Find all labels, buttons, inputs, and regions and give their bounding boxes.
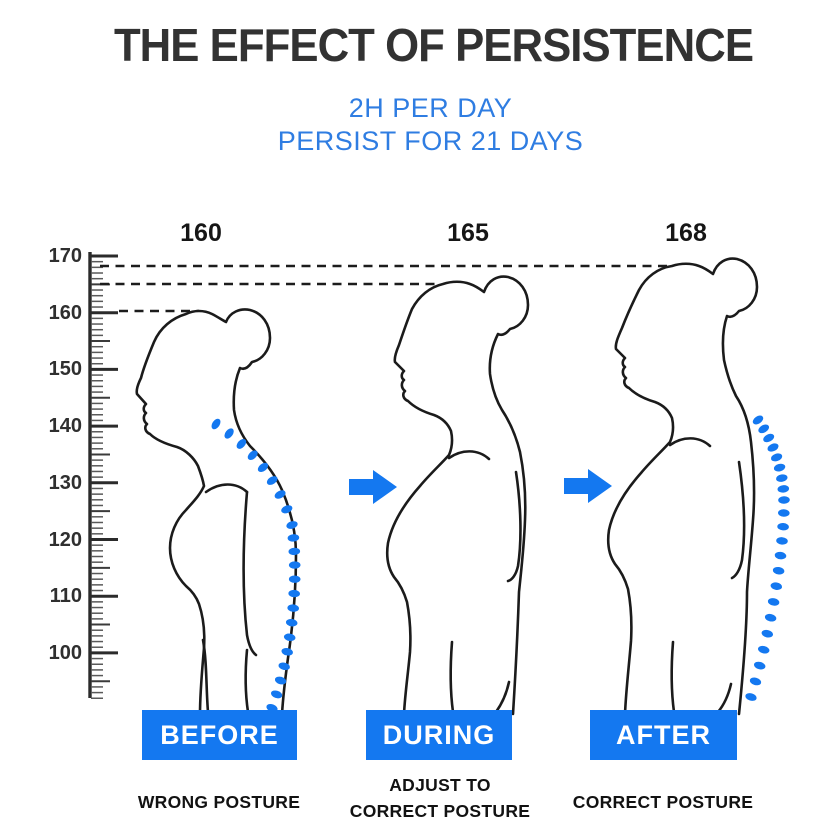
spine-dot (772, 566, 785, 575)
leg-line (449, 640, 455, 714)
arrow-right-icon (349, 470, 397, 504)
spine-dot (778, 496, 790, 504)
spine-dot (757, 645, 770, 654)
spine-dot (270, 690, 283, 699)
ruler-label-140: 140 (48, 415, 82, 438)
leg-line (244, 648, 250, 714)
ruler-label-100: 100 (48, 641, 82, 664)
spine-dot (211, 418, 221, 430)
arm-line (506, 470, 522, 583)
spine-dot (767, 443, 779, 452)
spine-dot (745, 693, 757, 701)
spine-dot (774, 551, 787, 560)
spine-dot (752, 415, 764, 425)
caption-after: CORRECT POSTURE (572, 792, 754, 812)
ruler-label-170: 170 (48, 245, 82, 267)
caption-before: WRONG POSTURE (137, 792, 301, 812)
ruler-label-120: 120 (48, 528, 82, 551)
shoulder-line (204, 483, 249, 494)
spine-dot (287, 534, 300, 542)
spine-dot (286, 521, 298, 529)
figure-during (385, 275, 530, 716)
spine-dot (776, 537, 788, 545)
spine-dot (770, 582, 783, 590)
spine-dot (274, 490, 286, 499)
spine-dot (288, 547, 301, 556)
ruler-ticks (91, 254, 118, 700)
spine-dot (777, 522, 789, 531)
spine-dot (257, 462, 269, 472)
leg-line (670, 640, 676, 714)
ruler-label-160: 160 (48, 301, 82, 324)
figure-during-outline (385, 275, 530, 716)
spine-dot (754, 661, 766, 670)
spine-dot (288, 561, 301, 569)
spine-dot (278, 662, 290, 671)
stage-badge-before: BEFORE (142, 710, 297, 760)
spine-dot (236, 438, 247, 449)
spine-dots-after (745, 415, 790, 701)
shoulder-line (447, 450, 491, 461)
spine-dot (266, 476, 278, 485)
figure-before-outline (135, 308, 298, 716)
subtitle: 2H PER DAY PERSIST FOR 21 DAYS (11, 92, 839, 158)
subtitle-line-1: 2H PER DAY (348, 93, 513, 123)
ruler-label-130: 130 (48, 471, 82, 494)
arm-line (242, 490, 258, 657)
spine-dot (281, 505, 293, 514)
arm-line (730, 460, 746, 580)
spine-dot (288, 575, 301, 583)
spine-dot (283, 633, 296, 642)
figure-before (135, 308, 298, 716)
spine-dot (281, 648, 293, 656)
page-title: THE EFFECT OF PERSISTENCE (113, 19, 754, 71)
shoulder-line (668, 437, 712, 448)
ruler-label-110: 110 (49, 585, 82, 608)
stage-badge-after: AFTER (590, 710, 737, 760)
subtitle-line-2: PERSIST FOR 21 DAYS (277, 126, 584, 156)
spine-dot (777, 485, 790, 493)
spine-dot (224, 428, 234, 439)
spine-dot (274, 676, 287, 685)
height-value-during: 165 (447, 219, 489, 247)
spine-dot (763, 433, 775, 443)
height-value-before: 160 (180, 219, 222, 247)
spine-dot (767, 598, 780, 606)
spine-dot (761, 629, 774, 638)
height-value-after: 168 (665, 219, 707, 247)
spine-dot (288, 589, 300, 598)
spine-dot (764, 613, 777, 622)
spine-dot (749, 677, 762, 686)
height-reference-lines (100, 264, 668, 313)
spine-dot (247, 450, 258, 460)
stage-badge-during: DURING (366, 710, 512, 760)
ruler-label-150: 150 (48, 358, 82, 381)
caption-during: ADJUST TO CORRECT POSTURE (349, 775, 531, 821)
figure-after-outline (606, 257, 759, 716)
figure-before-inner-lines (201, 483, 258, 714)
spine-dot (758, 424, 770, 434)
spine-dot (287, 604, 299, 612)
arrow-right-icon (564, 469, 612, 503)
spine-dot (776, 474, 788, 482)
figure-after (606, 257, 759, 716)
spine-dot (285, 618, 298, 627)
spine-dot (778, 509, 790, 517)
height-ruler (88, 252, 118, 700)
leg-line (201, 638, 210, 714)
spine-dot (773, 463, 786, 472)
spine-dot (770, 453, 783, 462)
